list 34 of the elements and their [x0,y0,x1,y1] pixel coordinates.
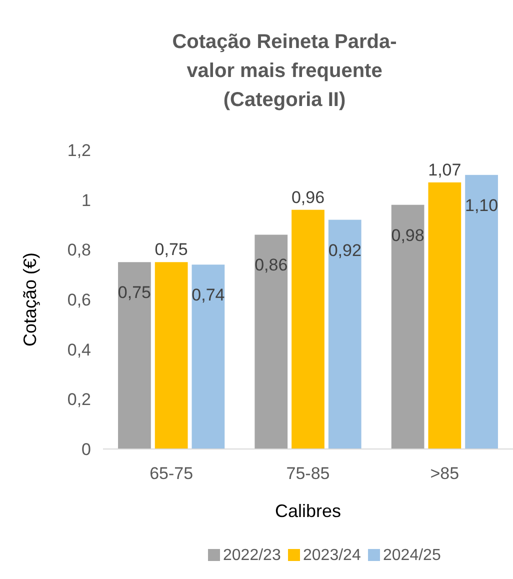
data-label: 0,86 [254,256,288,275]
x-tick-label: 75-85 [286,464,330,483]
data-label: 0,98 [391,226,424,245]
bar [254,234,288,449]
data-label: 0,75 [154,240,188,260]
data-label: 1,07 [428,160,462,180]
y-tick-label: 1 [82,190,91,210]
bar [118,262,151,449]
data-label: 0,92 [328,240,362,260]
legend-label: 2024/25 [383,547,441,564]
x-axis-title: Calibres [274,501,342,521]
bar [391,204,424,449]
y-tick-label: 0,8 [67,240,91,260]
bar [154,262,188,449]
bar [465,174,498,449]
chart-title: Cotação Reineta Parda-valor mais frequente (Categoria II) [172,31,397,111]
bar [428,182,462,449]
bar [192,264,225,449]
bar [292,210,324,449]
x-tick-label: >85 [430,464,460,483]
y-tick-label: 0,4 [67,340,91,360]
data-label: 0,74 [192,286,225,305]
bar [328,220,362,449]
legend-label: 2023/24 [303,547,361,564]
data-label: 0,96 [291,188,325,207]
y-tick-label: 0 [82,440,91,459]
y-axis-title: Cotação (€) [20,252,40,347]
y-tick-label: 0,2 [67,390,91,410]
legend-label: 2022/23 [223,547,281,564]
y-tick-label: 1,2 [67,140,91,160]
x-tick-label: 65-75 [150,464,194,483]
data-label: 0,75 [118,283,152,302]
data-label: 1,10 [464,196,498,215]
y-tick-label: 0,6 [67,290,91,310]
